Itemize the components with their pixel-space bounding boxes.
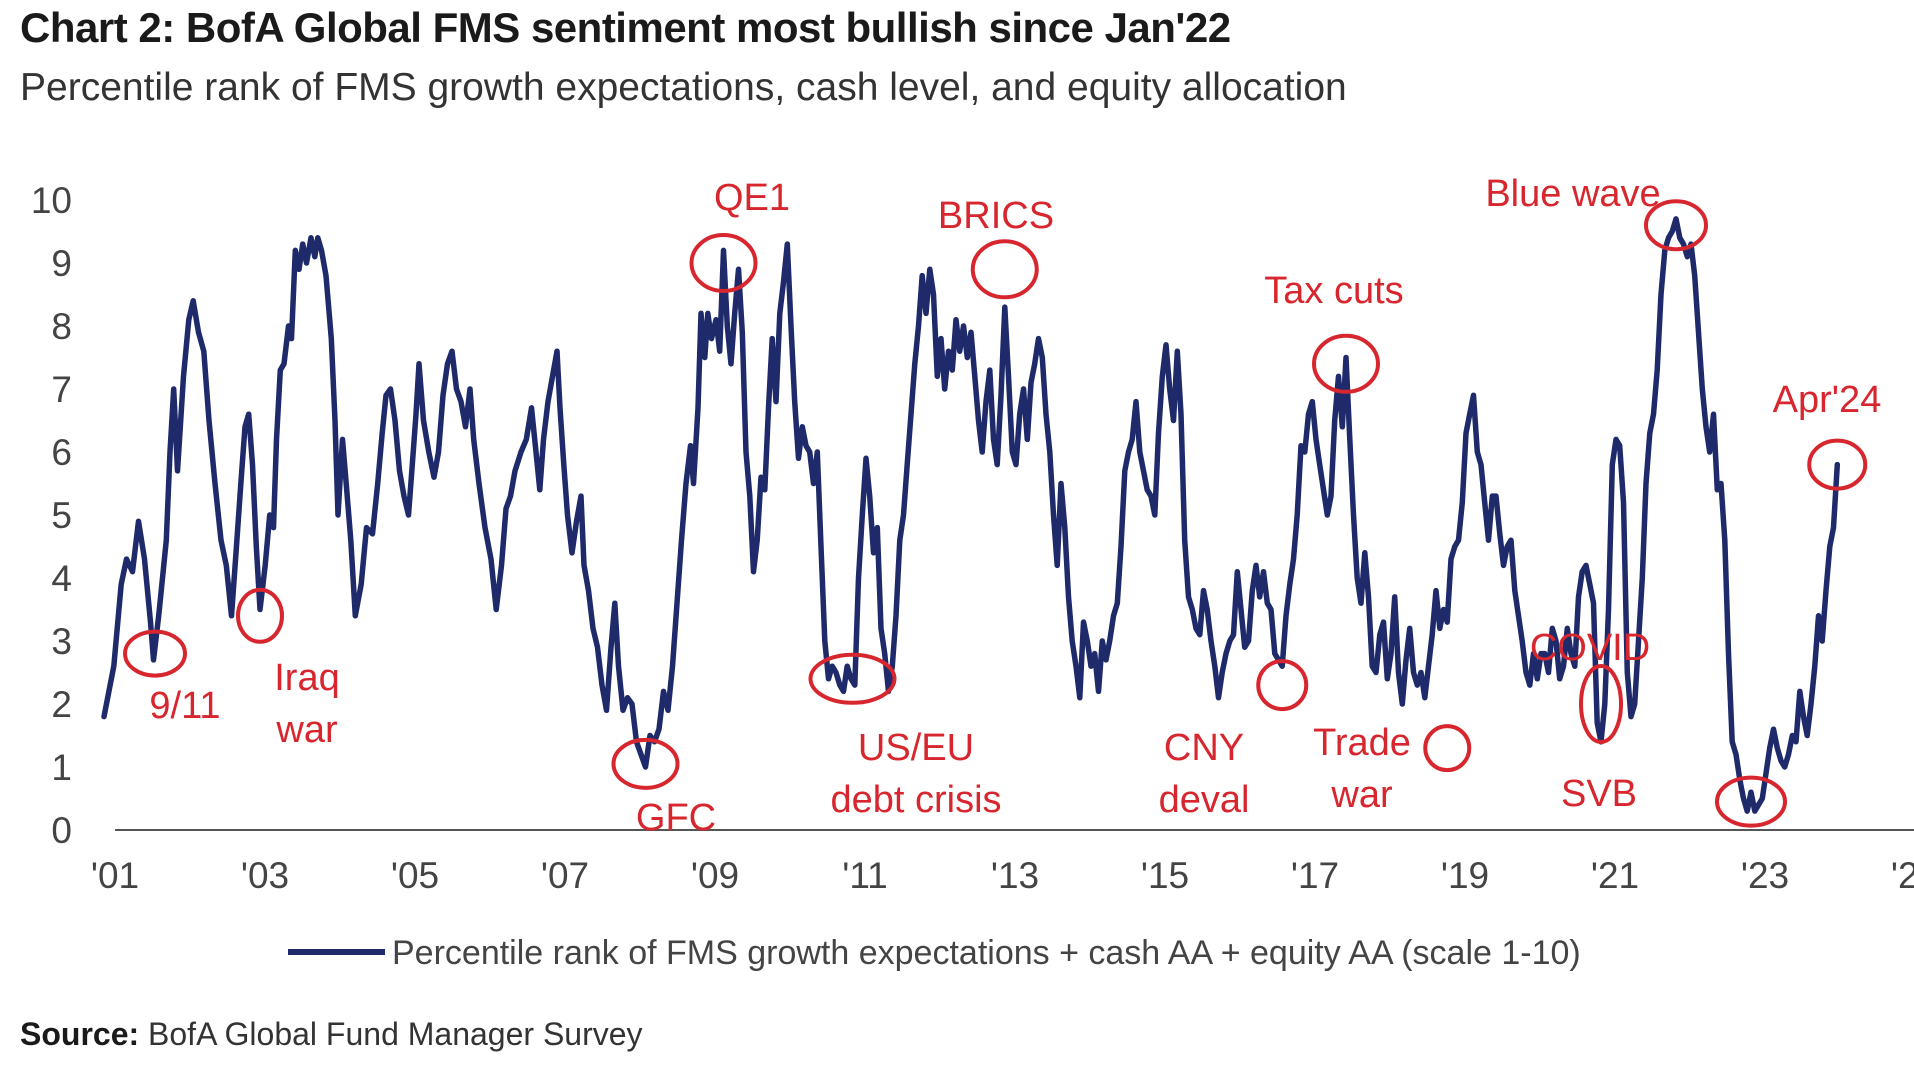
annotation-circle-cny	[1256, 659, 1309, 712]
x-tick-label: '25	[1891, 855, 1914, 896]
annotation-label-cny: deval	[1159, 779, 1250, 821]
annotation-circle-gfc	[611, 737, 680, 790]
annotation-circle-apr24	[1807, 438, 1868, 491]
annotation-label-bluewave: Blue wave	[1485, 173, 1660, 215]
annotation-label-brics: BRICS	[938, 195, 1054, 237]
y-tick-label: 4	[51, 558, 72, 599]
annotation-label-useu: debt crisis	[830, 779, 1001, 821]
annotation-label-useu: US/EU	[858, 727, 974, 769]
legend: Percentile rank of FMS growth expectatio…	[288, 934, 1581, 972]
y-tick-label: 1	[51, 747, 72, 788]
annotation-circle-911	[123, 629, 187, 678]
x-tick-label: '15	[1141, 855, 1189, 896]
y-tick-label: 6	[51, 432, 72, 473]
y-tick-label: 9	[51, 243, 72, 284]
annotation-label-apr24: Apr'24	[1773, 379, 1882, 421]
annotation-circle-tradewar	[1423, 724, 1472, 773]
source-note: Source: BofA Global Fund Manager Survey	[20, 1016, 643, 1053]
x-tick-label: '23	[1741, 855, 1789, 896]
source-text: BofA Global Fund Manager Survey	[148, 1016, 643, 1052]
x-tick-label: '05	[391, 855, 439, 896]
annotation-label-covid: COVID	[1530, 627, 1650, 669]
annotation-label-iraq: war	[275, 709, 338, 751]
x-tick-label: '17	[1291, 855, 1339, 896]
annotation-circle-bluewave	[1644, 199, 1708, 252]
x-tick-label: '01	[91, 855, 139, 896]
annotation-circle-qe1	[689, 233, 758, 293]
annotation-label-tradewar: war	[1330, 774, 1393, 816]
annotation-circle-useu	[808, 652, 897, 705]
annotation-circle-brics	[970, 239, 1039, 300]
annotation-label-qe1: QE1	[714, 177, 790, 219]
source-label: Source:	[20, 1016, 140, 1052]
y-tick-label: 10	[31, 180, 72, 221]
y-tick-label: 0	[51, 810, 72, 851]
annotation-label-gfc: GFC	[636, 797, 716, 839]
x-tick-label: '19	[1441, 855, 1489, 896]
y-tick-label: 3	[51, 621, 72, 662]
x-tick-label: '07	[541, 855, 589, 896]
y-tick-label: 5	[51, 495, 72, 536]
annotation-circle-svb	[1715, 775, 1787, 828]
y-tick-label: 8	[51, 306, 72, 347]
series-line	[101, 216, 1841, 814]
y-tick-label: 2	[51, 684, 72, 725]
annotation-circle-covid	[1579, 664, 1623, 744]
x-tick-label: '09	[691, 855, 739, 896]
chart-subtitle: Percentile rank of FMS growth expectatio…	[20, 66, 1347, 109]
legend-label: Percentile rank of FMS growth expectatio…	[392, 934, 1581, 972]
annotation-label-iraq: Iraq	[274, 657, 339, 699]
annotation-label-svb: SVB	[1561, 773, 1637, 815]
annotation-circle-taxcuts	[1312, 333, 1380, 394]
x-tick-label: '13	[991, 855, 1039, 896]
annotation-label-cny: CNY	[1164, 727, 1244, 769]
x-tick-label: '03	[241, 855, 289, 896]
annotation-circle-iraq	[236, 587, 284, 644]
x-tick-label: '11	[842, 855, 887, 896]
annotation-label-tradewar: Trade	[1313, 722, 1411, 764]
fms-sentiment-chart: 0 1 2 3 4 5 6 7 8 9 10 '01 '03 '05 '07 '09 '11 '13 '15 '17…	[31, 173, 1914, 972]
y-tick-label: 7	[51, 369, 72, 410]
chart-title: Chart 2: BofA Global FMS sentiment most …	[20, 4, 1231, 51]
annotation-label-taxcuts: Tax cuts	[1264, 270, 1403, 312]
x-tick-label: '21	[1591, 855, 1639, 896]
annotation-label-911: 9/11	[149, 685, 220, 727]
